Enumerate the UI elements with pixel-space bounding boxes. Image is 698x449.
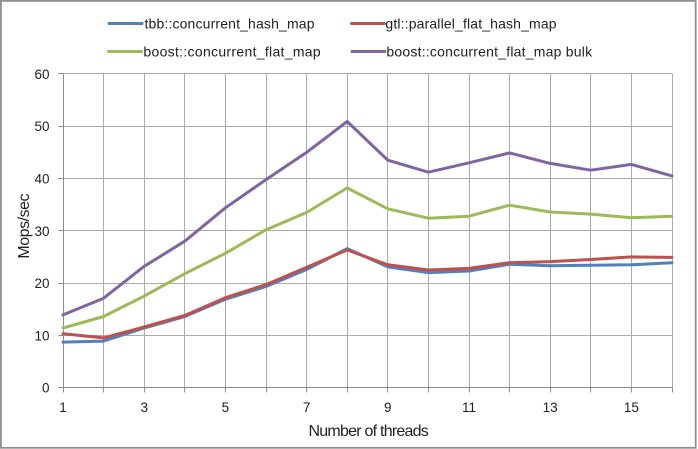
svg-text:0: 0 [42, 381, 50, 396]
svg-text:tbb::concurrent_hash_map: tbb::concurrent_hash_map [145, 15, 315, 31]
svg-text:10: 10 [34, 328, 49, 343]
svg-text:Number of threads: Number of threads [309, 423, 429, 440]
svg-text:gtl::parallel_flat_hash_map: gtl::parallel_flat_hash_map [385, 15, 556, 31]
svg-text:60: 60 [34, 67, 49, 82]
svg-text:3: 3 [140, 400, 148, 415]
svg-text:11: 11 [462, 400, 476, 415]
svg-text:Mops/sec: Mops/sec [16, 194, 33, 259]
svg-text:30: 30 [34, 224, 49, 239]
svg-text:15: 15 [624, 400, 639, 415]
svg-text:boost::concurrent_flat_map bul: boost::concurrent_flat_map bulk [386, 43, 593, 59]
svg-text:20: 20 [34, 276, 49, 291]
svg-text:9: 9 [384, 400, 392, 415]
svg-text:5: 5 [222, 400, 230, 415]
svg-text:boost::concurrent_flat_map: boost::concurrent_flat_map [143, 43, 321, 59]
svg-text:13: 13 [543, 400, 558, 415]
svg-text:1: 1 [59, 400, 67, 415]
svg-text:50: 50 [34, 119, 49, 134]
svg-text:40: 40 [34, 172, 49, 187]
svg-text:7: 7 [303, 400, 311, 415]
